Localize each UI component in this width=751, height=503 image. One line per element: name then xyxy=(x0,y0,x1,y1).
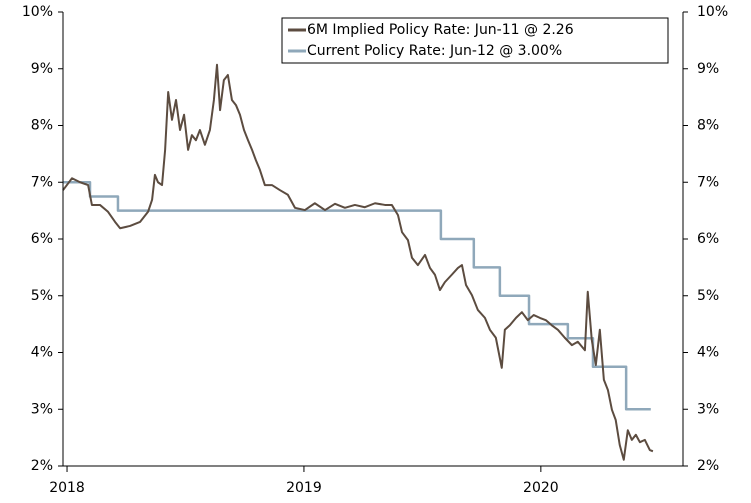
y2-tick-label: 2% xyxy=(697,458,719,474)
y-tick-label: 3% xyxy=(31,401,53,417)
y-tick-label: 8% xyxy=(31,118,53,134)
y2-tick-label: 3% xyxy=(697,401,719,417)
legend-box xyxy=(281,17,669,64)
legend-label: 6M Implied Policy Rate: Jun-11 @ 2.26 xyxy=(307,22,574,38)
y-tick-label: 10% xyxy=(22,4,53,20)
x-tick-label: 2019 xyxy=(286,480,322,496)
y-tick-label: 9% xyxy=(31,61,53,77)
x-tick-label: 2018 xyxy=(49,480,85,496)
y-tick-label: 7% xyxy=(31,174,53,190)
y2-tick-label: 6% xyxy=(697,231,719,247)
y-tick-label: 6% xyxy=(31,231,53,247)
y2-tick-label: 10% xyxy=(697,4,728,20)
y2-tick-label: 4% xyxy=(697,345,719,361)
y2-tick-label: 5% xyxy=(697,288,719,304)
legend-label: Current Policy Rate: Jun-12 @ 3.00% xyxy=(307,43,562,59)
y2-tick-label: 7% xyxy=(697,174,719,190)
y-tick-label: 4% xyxy=(31,345,53,361)
series-line xyxy=(63,181,651,411)
x-tick-label: 2020 xyxy=(523,480,559,496)
series-line xyxy=(62,63,654,461)
y2-tick-label: 9% xyxy=(697,61,719,77)
y-tick-label: 5% xyxy=(31,288,53,304)
y-tick-label: 2% xyxy=(31,458,53,474)
y2-tick-label: 8% xyxy=(697,118,719,134)
